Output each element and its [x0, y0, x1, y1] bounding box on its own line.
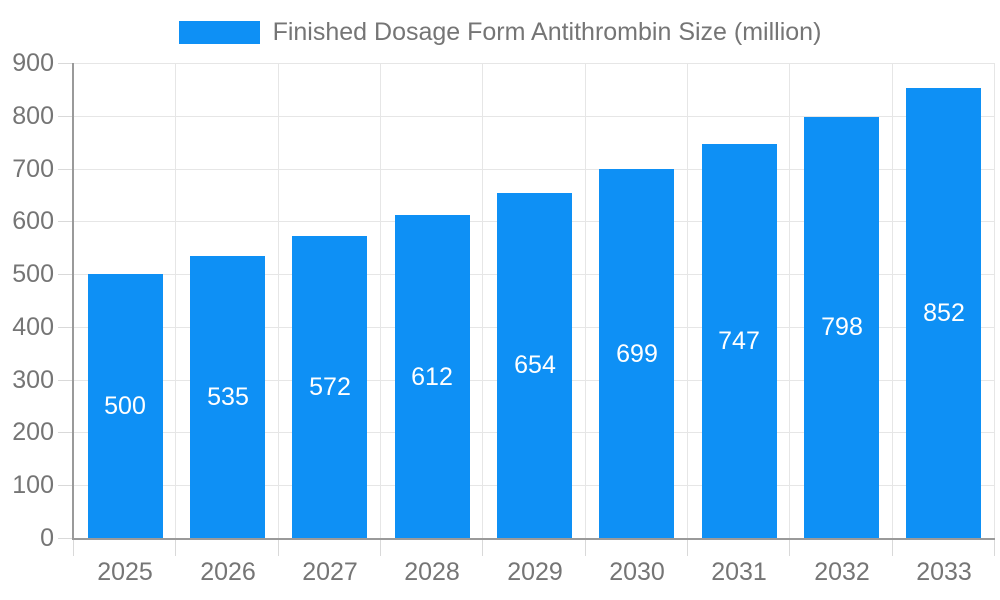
x-tick-label: 2027 — [302, 558, 358, 586]
v-gridline — [278, 63, 279, 538]
x-tick — [585, 540, 586, 556]
y-tick — [58, 538, 74, 539]
v-gridline — [687, 63, 688, 538]
x-tick — [789, 540, 790, 556]
bar-value-label: 654 — [514, 351, 556, 379]
y-tick-label: 300 — [12, 366, 54, 394]
x-axis-line — [72, 538, 995, 540]
y-tick-label: 600 — [12, 207, 54, 235]
y-axis-line — [72, 63, 74, 540]
x-tick-label: 2028 — [404, 558, 460, 586]
bar-value-label: 747 — [718, 327, 760, 355]
v-gridline — [994, 63, 995, 538]
bar[interactable] — [906, 88, 981, 538]
x-tick-label: 2025 — [97, 558, 153, 586]
y-tick — [58, 221, 74, 222]
y-tick — [58, 63, 74, 64]
v-gridline — [175, 63, 176, 538]
y-tick-label: 200 — [12, 418, 54, 446]
bar[interactable] — [599, 169, 674, 538]
x-tick — [278, 540, 279, 556]
bar-value-label: 612 — [411, 363, 453, 391]
y-tick — [58, 116, 74, 117]
y-tick-label: 100 — [12, 471, 54, 499]
legend-label: Finished Dosage Form Antithrombin Size (… — [272, 18, 822, 46]
h-gridline — [74, 63, 995, 64]
bar-value-label: 699 — [616, 340, 658, 368]
bar[interactable] — [292, 236, 367, 538]
bar[interactable] — [395, 215, 470, 538]
legend-swatch — [178, 21, 260, 44]
y-tick — [58, 169, 74, 170]
v-gridline — [789, 63, 790, 538]
x-tick-label: 2031 — [711, 558, 767, 586]
bar[interactable] — [88, 274, 163, 538]
bar-value-label: 572 — [309, 373, 351, 401]
x-tick — [994, 540, 995, 556]
x-tick-label: 2026 — [200, 558, 256, 586]
bar-value-label: 500 — [104, 392, 146, 420]
x-tick — [380, 540, 381, 556]
y-tick — [58, 327, 74, 328]
y-tick-label: 900 — [12, 49, 54, 77]
bar-value-label: 852 — [923, 299, 965, 327]
y-tick-label: 700 — [12, 155, 54, 183]
bar[interactable] — [804, 117, 879, 538]
v-gridline — [892, 63, 893, 538]
x-tick — [175, 540, 176, 556]
y-tick-label: 500 — [12, 260, 54, 288]
y-tick — [58, 485, 74, 486]
h-gridline — [74, 169, 995, 170]
x-tick — [687, 540, 688, 556]
h-gridline — [74, 116, 995, 117]
y-tick-label: 0 — [40, 524, 54, 552]
v-gridline — [380, 63, 381, 538]
y-tick — [58, 432, 74, 433]
y-tick — [58, 380, 74, 381]
y-tick-label: 400 — [12, 313, 54, 341]
bar-value-label: 535 — [207, 383, 249, 411]
bar[interactable] — [190, 256, 265, 538]
x-tick — [892, 540, 893, 556]
x-tick — [482, 540, 483, 556]
legend-item[interactable]: Finished Dosage Form Antithrombin Size (… — [0, 18, 1000, 47]
v-gridline — [585, 63, 586, 538]
bar[interactable] — [497, 193, 572, 538]
y-tick — [58, 274, 74, 275]
v-gridline — [482, 63, 483, 538]
y-tick-label: 800 — [12, 102, 54, 130]
x-tick-label: 2033 — [916, 558, 972, 586]
bar[interactable] — [702, 144, 777, 538]
x-tick-label: 2030 — [609, 558, 665, 586]
x-tick-label: 2029 — [507, 558, 563, 586]
bar-value-label: 798 — [821, 313, 863, 341]
x-tick — [73, 540, 74, 556]
x-tick-label: 2032 — [814, 558, 870, 586]
